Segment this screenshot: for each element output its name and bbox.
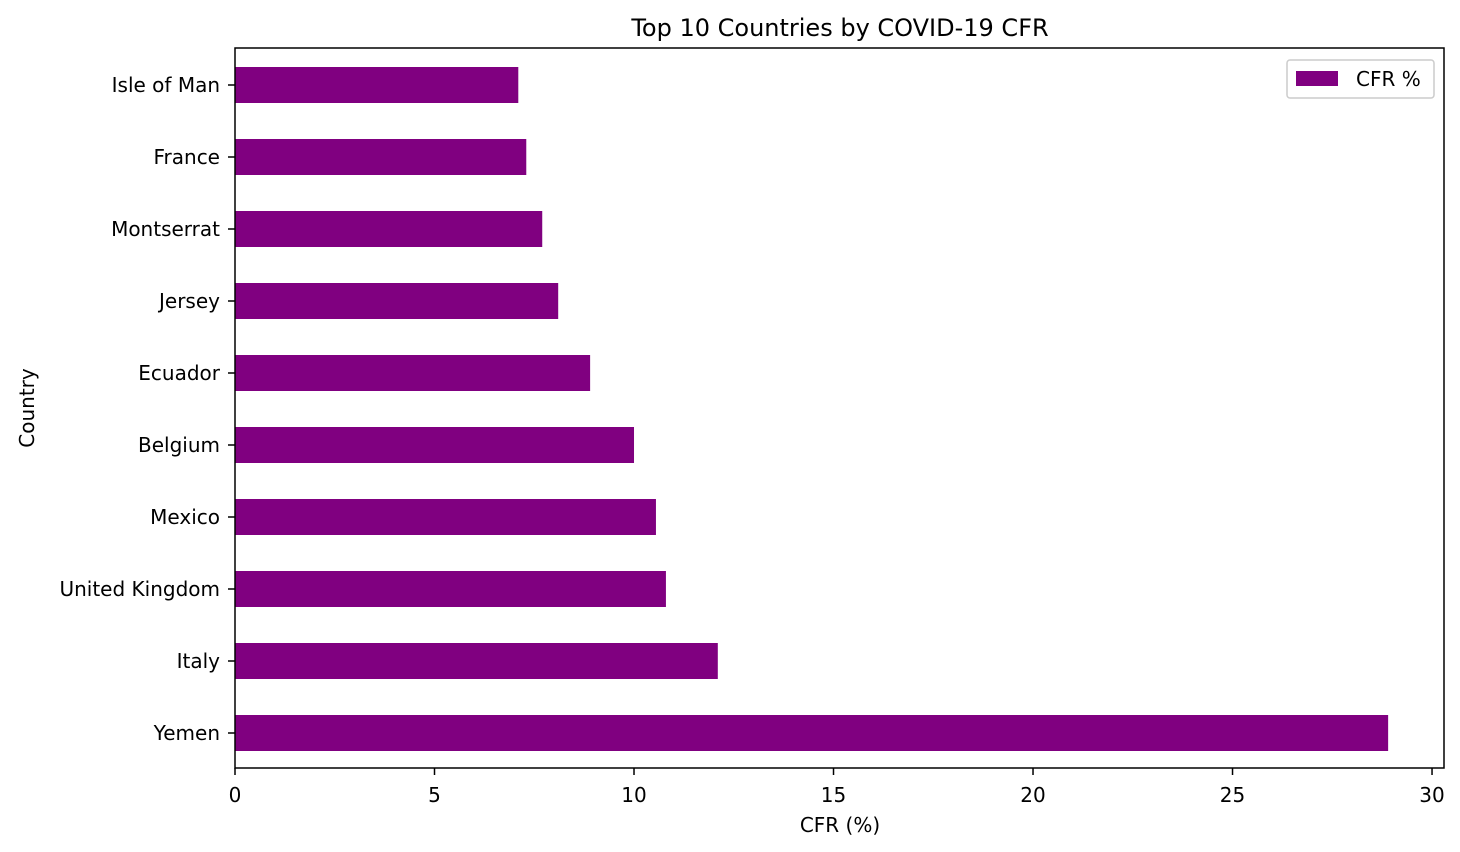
x-tick-label: 30 <box>1419 783 1444 807</box>
x-axis-label: CFR (%) <box>800 813 880 837</box>
y-tick-label: Yemen <box>153 721 220 745</box>
bar <box>235 139 527 175</box>
y-tick-label: Italy <box>177 649 221 673</box>
x-tick-label: 0 <box>229 783 242 807</box>
bar <box>235 715 1389 751</box>
y-tick-label: Ecuador <box>138 361 220 385</box>
y-tick-label: Montserrat <box>111 217 220 241</box>
bar <box>235 499 656 535</box>
y-tick-label: Jersey <box>157 289 220 313</box>
x-tick-label: 15 <box>821 783 846 807</box>
y-tick-label: Mexico <box>150 505 220 529</box>
plot-frame <box>234 47 1445 769</box>
y-tick-label: United Kingdom <box>59 577 220 601</box>
legend-box <box>1286 59 1435 99</box>
bar <box>235 355 591 391</box>
bar <box>235 67 519 103</box>
x-tick-label: 25 <box>1220 783 1245 807</box>
legend-swatch <box>1296 71 1338 86</box>
bar <box>235 427 635 463</box>
chart-title: Top 10 Countries by COVID-19 CFR <box>630 14 1048 42</box>
bar <box>235 211 543 247</box>
x-tick-label: 10 <box>621 783 646 807</box>
x-tick-label: 20 <box>1020 783 1045 807</box>
legend-label: CFR % <box>1356 67 1421 91</box>
x-tick-label: 5 <box>428 783 441 807</box>
bar <box>235 283 559 319</box>
legend: CFR % <box>1286 59 1435 99</box>
y-tick-label: France <box>153 145 220 169</box>
bar <box>235 571 666 607</box>
y-tick-label: Belgium <box>138 433 220 457</box>
y-axis-label: Country <box>15 368 39 448</box>
bar <box>235 643 718 679</box>
plot-area: Yemen Italy United Kingdom Mexico Belgium Ecu… <box>59 67 1445 807</box>
y-tick-label: Isle of Man <box>112 73 220 97</box>
